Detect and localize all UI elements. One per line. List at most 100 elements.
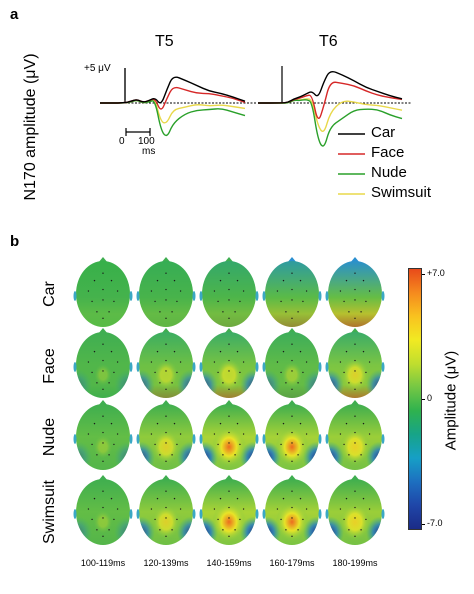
topo-ear xyxy=(192,509,196,519)
topo-electrode-dot xyxy=(343,443,345,446)
topo-electrode-dot xyxy=(354,490,356,492)
topo-electrode-dot xyxy=(173,350,176,353)
topo-negativity-blob xyxy=(114,516,130,545)
scale-y-label: +5 μV xyxy=(84,63,111,74)
topo-map-face-1 xyxy=(73,328,133,398)
topo-electrode-dot xyxy=(228,317,230,320)
topo-ear xyxy=(262,509,266,519)
topo-map-car-4 xyxy=(262,257,322,327)
time-window-label-5: 180-199ms xyxy=(332,558,378,568)
topo-negativity-blob xyxy=(202,369,218,398)
topo-electrode-dot xyxy=(236,422,239,425)
topo-electrode-dot xyxy=(354,317,356,320)
topo-electrode-dot xyxy=(102,317,104,320)
topo-electrode-dot xyxy=(282,350,285,353)
topo-electrode-dot xyxy=(179,433,182,435)
topo-ear xyxy=(381,291,385,301)
topo-electrode-dot xyxy=(228,460,230,463)
topo-electrode-dot xyxy=(228,535,230,538)
colorbar-title: Amplitude (μV) xyxy=(442,350,460,451)
topo-electrode-dot xyxy=(365,371,367,374)
topo-electrode-dot xyxy=(305,433,308,435)
topo-scalp xyxy=(202,261,256,327)
topo-electrode-dot xyxy=(173,422,176,425)
topo-ear xyxy=(73,362,77,372)
topo-electrode-dot xyxy=(291,288,293,291)
topo-electrode-dot xyxy=(285,382,287,384)
topo-electrode-dot xyxy=(93,350,96,353)
topo-electrode-dot xyxy=(91,371,93,374)
topo-electrode-dot xyxy=(305,290,308,292)
topo-electrode-dot xyxy=(165,442,167,444)
topo-electrode-dot xyxy=(360,454,362,456)
topo-negativity-blob xyxy=(76,441,92,470)
topo-electrode-dot xyxy=(113,443,115,446)
topo-electrode-dot xyxy=(165,490,167,492)
topo-ear xyxy=(73,509,77,519)
topo-electrode-dot xyxy=(362,422,365,425)
topo-electrode-dot xyxy=(213,361,216,363)
topo-electrode-dot xyxy=(96,454,98,456)
topo-electrode-dot xyxy=(159,382,161,384)
topo-electrode-dot xyxy=(339,508,342,510)
topo-negativity-blob xyxy=(328,369,344,398)
topo-electrode-dot xyxy=(102,415,104,417)
topo-scalp xyxy=(139,261,193,327)
topo-electrode-dot xyxy=(291,431,293,434)
topo-electrode-dot xyxy=(282,497,285,500)
topo-electrode-dot xyxy=(276,290,279,292)
topo-electrode-dot xyxy=(345,422,348,425)
topo-electrode-dot xyxy=(343,371,345,374)
topo-electrode-dot xyxy=(302,371,304,374)
topo-negativity-blob xyxy=(76,516,92,545)
topo-electrode-dot xyxy=(113,518,115,521)
topo-electrode-dot xyxy=(291,299,293,301)
topo-electrode-dot xyxy=(339,433,342,435)
topo-electrode-dot xyxy=(102,535,104,538)
topo-electrode-dot xyxy=(297,454,299,456)
topo-electrode-dot xyxy=(365,443,367,446)
topo-electrode-dot xyxy=(154,371,156,374)
topo-electrode-dot xyxy=(165,288,167,291)
topo-ear xyxy=(262,362,266,372)
topo-electrode-dot xyxy=(343,518,345,521)
topo-electrode-dot xyxy=(102,299,104,301)
erp-line-t6-car xyxy=(258,71,403,104)
topo-electrode-dot xyxy=(102,431,104,434)
topo-electrode-dot xyxy=(116,433,119,435)
topo-electrode-dot xyxy=(217,518,219,521)
topo-electrode-dot xyxy=(239,371,241,374)
scale-x-label-start: 0 xyxy=(119,136,125,147)
topo-electrode-dot xyxy=(150,290,153,292)
topo-electrode-dot xyxy=(93,279,96,282)
topo-electrode-dot xyxy=(362,497,365,500)
topo-positivity-blob xyxy=(281,362,303,388)
topo-electrode-dot xyxy=(354,299,356,301)
topo-electrode-dot xyxy=(339,361,342,363)
topo-electrode-dot xyxy=(368,361,371,363)
topo-electrode-dot xyxy=(108,454,110,456)
topo-electrode-dot xyxy=(354,359,356,362)
colorbar-tick-top xyxy=(422,274,425,275)
topo-positivity-blob xyxy=(275,427,309,467)
topo-ear xyxy=(381,509,385,519)
topo-electrode-dot xyxy=(276,433,279,435)
scale-x-unit: ms xyxy=(142,146,156,157)
topo-positivity-blob xyxy=(153,360,179,390)
topo-electrode-dot xyxy=(159,454,161,456)
topo-electrode-dot xyxy=(176,518,178,521)
topo-electrode-dot xyxy=(291,272,293,274)
legend-entry-swimsuit: Swimsuit xyxy=(371,184,432,201)
topo-electrode-dot xyxy=(297,311,299,313)
time-window-label-1: 100-119ms xyxy=(80,558,126,568)
topo-electrode-dot xyxy=(165,535,167,538)
topo-electrode-dot xyxy=(291,517,293,519)
topo-positivity-blob xyxy=(152,429,180,464)
topo-electrode-dot xyxy=(154,443,156,446)
topo-electrode-dot xyxy=(348,382,350,384)
topo-map-swimsuit-3 xyxy=(199,475,259,545)
topo-ear xyxy=(318,509,322,519)
topo-electrode-dot xyxy=(165,506,167,509)
topo-electrode-dot xyxy=(87,361,90,363)
topo-electrode-dot xyxy=(339,290,342,292)
